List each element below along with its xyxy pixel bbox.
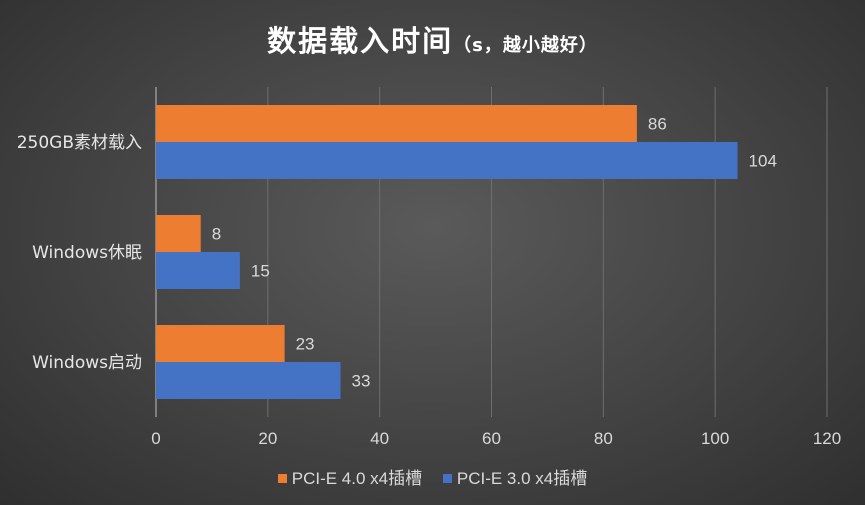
x-tick-label-40: 40 [370, 429, 389, 448]
legend-swatch-series-2 [442, 474, 452, 483]
data-label-series-1-cat-1: 86 [648, 115, 667, 134]
legend-label-series-2: PCI-E 3.0 x4插槽 [456, 469, 588, 488]
x-tick-label-80: 80 [594, 429, 613, 448]
bar-series-1-cat-2 [156, 215, 201, 252]
x-tick-label-100: 100 [701, 429, 729, 448]
data-label-series-2-cat-1: 104 [749, 152, 777, 171]
data-label-series-2-cat-2: 15 [251, 262, 270, 281]
x-tick-label-120: 120 [813, 429, 841, 448]
bar-series-2-cat-2 [156, 252, 240, 289]
chart-subtitle: （s，越小越好） [453, 35, 598, 56]
data-label-series-2-cat-3: 33 [352, 372, 371, 391]
legend: PCI-E 4.0 x4插槽 PCI-E 3.0 x4插槽 [0, 464, 865, 489]
chart-title: 数据载入时间（s，越小越好） [0, 18, 865, 60]
data-label-series-1-cat-2: 8 [212, 225, 221, 244]
bar-series-1-cat-1 [156, 105, 637, 142]
bar-series-2-cat-1 [156, 142, 738, 179]
chart-title-main: 数据载入时间 [267, 24, 454, 58]
x-tick-label-0: 0 [151, 429, 160, 448]
x-tick-label-20: 20 [258, 429, 277, 448]
bar-series-1-cat-3 [156, 325, 285, 362]
legend-swatch-series-1 [277, 474, 287, 483]
category-label-2: Windows休眠 [32, 243, 142, 263]
legend-item-series-2: PCI-E 3.0 x4插槽 [442, 464, 588, 489]
legend-label-series-1: PCI-E 4.0 x4插槽 [291, 469, 423, 488]
x-tick-label-60: 60 [482, 429, 501, 448]
category-label-3: Windows启动 [32, 353, 142, 373]
legend-item-series-1: PCI-E 4.0 x4插槽 [277, 464, 423, 489]
category-label-1: 250GB素材载入 [17, 133, 142, 153]
bar-series-2-cat-3 [156, 362, 341, 399]
data-label-series-1-cat-3: 23 [296, 335, 315, 354]
